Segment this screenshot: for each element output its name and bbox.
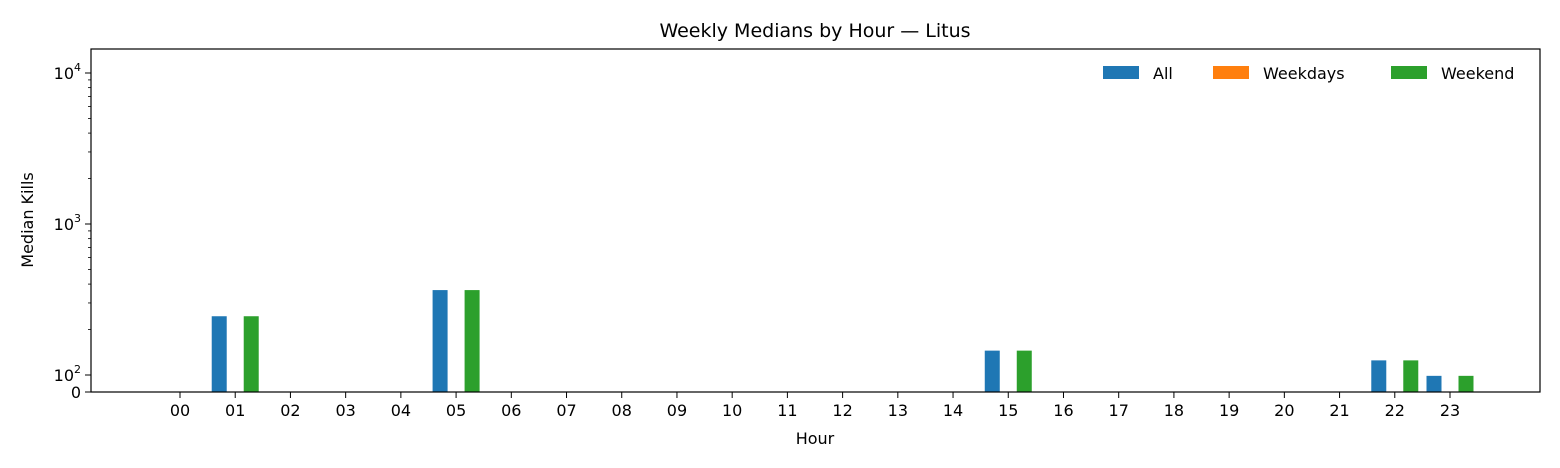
y-tick-label: 104: [54, 61, 81, 83]
y-axis-label: Median Kills: [18, 172, 37, 267]
y-tick-label: 102: [54, 363, 81, 385]
x-tick-label: 10: [722, 401, 742, 420]
x-tick-label: 00: [170, 401, 190, 420]
x-tick-label: 16: [1053, 401, 1073, 420]
x-tick-label: 18: [1164, 401, 1184, 420]
bar-all-01: [211, 316, 227, 392]
x-tick-label: 22: [1385, 401, 1405, 420]
x-tick-label: 04: [391, 401, 411, 420]
plot-frame: [90, 48, 1541, 393]
x-axis-label: Hour: [796, 429, 835, 448]
x-tick-label: 05: [446, 401, 466, 420]
bar-all-15: [984, 350, 1000, 392]
bar-weekend-05: [464, 290, 480, 392]
chart-title: Weekly Medians by Hour — Litus: [659, 20, 970, 42]
x-tick-label: 03: [335, 401, 355, 420]
bar-all-22: [1371, 360, 1387, 392]
bar-all-23: [1426, 375, 1442, 392]
x-tick-label: 11: [777, 401, 797, 420]
x-tick-label: 17: [1109, 401, 1129, 420]
x-tick-label: 01: [225, 401, 245, 420]
x-tick-label: 08: [612, 401, 632, 420]
bar-weekend-22: [1403, 360, 1419, 392]
x-tick-label: 23: [1440, 401, 1460, 420]
x-tick-label: 07: [556, 401, 576, 420]
x-axis: 00 01 02 03 04 05 06 07 08 09 10 11 12 13 14 15 16 17 18 19…: [170, 392, 1460, 420]
x-tick-label: 09: [667, 401, 687, 420]
bar-all-05: [432, 290, 448, 392]
legend-label-all: All: [1153, 64, 1173, 83]
x-tick-label: 12: [832, 401, 852, 420]
legend: All Weekdays Weekend: [1103, 64, 1514, 83]
legend-label-weekdays: Weekdays: [1263, 64, 1345, 83]
x-tick-label: 15: [998, 401, 1018, 420]
x-tick-label: 20: [1274, 401, 1294, 420]
legend-label-weekend: Weekend: [1441, 64, 1514, 83]
x-tick-label: 14: [943, 401, 963, 420]
y-tick-label: 103: [54, 212, 81, 234]
bar-weekend-23: [1458, 375, 1474, 392]
y-tick-label: 0: [71, 383, 81, 402]
legend-swatch-all: [1103, 66, 1139, 79]
x-tick-label: 13: [888, 401, 908, 420]
bars-group: [211, 290, 1474, 392]
x-tick-label: 19: [1219, 401, 1239, 420]
bar-weekend-15: [1016, 350, 1032, 392]
x-tick-label: 02: [280, 401, 300, 420]
legend-swatch-weekdays: [1213, 66, 1249, 79]
legend-swatch-weekend: [1391, 66, 1427, 79]
x-tick-label: 06: [501, 401, 521, 420]
x-tick-label: 21: [1329, 401, 1349, 420]
bar-weekend-01: [243, 316, 259, 392]
